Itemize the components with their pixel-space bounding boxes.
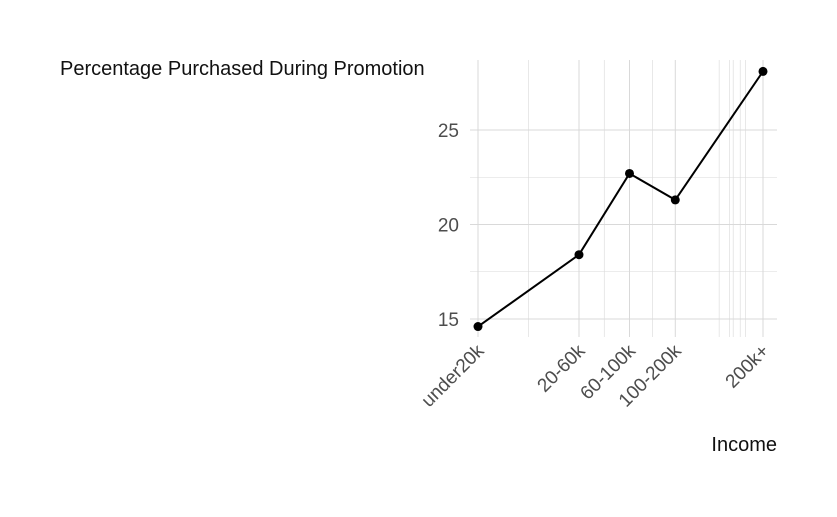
y-tick-label: 20 <box>438 216 459 237</box>
x-tick-label: 200k+ <box>722 341 774 393</box>
data-point <box>574 250 584 260</box>
data-point <box>670 195 680 205</box>
data-point <box>473 322 483 332</box>
x-axis-title: Income <box>711 434 777 456</box>
grid-lines <box>470 60 777 337</box>
data-point <box>758 66 768 76</box>
series-line-layer <box>477 70 764 328</box>
series-line <box>477 70 764 328</box>
y-tick-label: 15 <box>438 310 459 331</box>
y-tick-labels: 15 20 25 <box>438 121 459 331</box>
data-points <box>473 66 768 332</box>
data-point <box>624 168 634 178</box>
y-tick-label: 25 <box>438 121 459 142</box>
y-axis-title: Percentage Purchased During Promotion <box>60 58 425 80</box>
x-tick-label: under20k <box>418 340 489 411</box>
